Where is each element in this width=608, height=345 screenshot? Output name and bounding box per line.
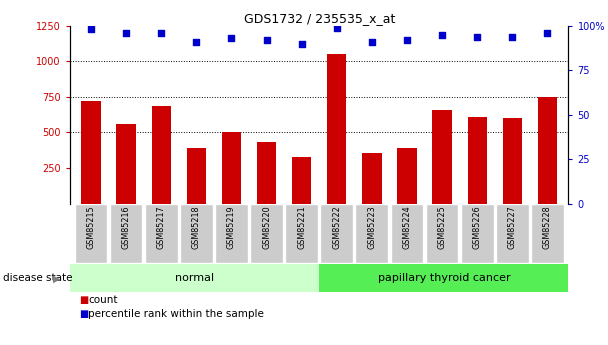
Text: GSM85215: GSM85215 (86, 205, 95, 249)
Text: GSM85227: GSM85227 (508, 205, 517, 249)
Text: GSM85216: GSM85216 (122, 205, 131, 249)
Point (156, 30, 166, 36)
Text: GSM85219: GSM85219 (227, 205, 236, 249)
Point (227, 36, 237, 41)
FancyBboxPatch shape (109, 204, 142, 263)
Bar (117, 124, 136, 204)
Bar (503, 118, 522, 204)
Point (367, 39, 377, 45)
Bar (151, 106, 171, 204)
Text: count: count (88, 295, 118, 305)
Text: GSM85218: GSM85218 (192, 205, 201, 249)
Bar (292, 157, 311, 204)
Text: normal: normal (175, 273, 214, 283)
FancyBboxPatch shape (75, 204, 108, 263)
Bar (362, 153, 382, 204)
Point (542, 30, 552, 36)
Point (402, 37, 412, 43)
FancyBboxPatch shape (461, 204, 494, 263)
Text: GSM85222: GSM85222 (332, 205, 341, 249)
FancyBboxPatch shape (145, 204, 178, 263)
Bar (257, 142, 276, 204)
FancyBboxPatch shape (531, 204, 564, 263)
Text: GSM85228: GSM85228 (543, 205, 552, 249)
Text: GSM85221: GSM85221 (297, 205, 306, 249)
Bar (397, 148, 416, 204)
FancyBboxPatch shape (319, 264, 568, 292)
Point (192, 39, 201, 45)
Point (297, 41, 306, 47)
Text: GSM85225: GSM85225 (438, 205, 447, 249)
Bar (327, 54, 347, 204)
Title: GDS1732 / 235535_x_at: GDS1732 / 235535_x_at (244, 12, 395, 25)
Point (472, 34, 482, 39)
Text: papillary thyroid cancer: papillary thyroid cancer (378, 273, 510, 283)
Text: ■: ■ (79, 309, 88, 319)
Bar (222, 132, 241, 204)
Point (508, 34, 517, 39)
FancyBboxPatch shape (70, 264, 319, 292)
Text: GSM85217: GSM85217 (157, 205, 166, 249)
FancyBboxPatch shape (496, 204, 529, 263)
Point (86, 27, 96, 32)
Text: percentile rank within the sample: percentile rank within the sample (88, 309, 264, 319)
Point (437, 32, 447, 38)
Text: ▶: ▶ (54, 274, 61, 283)
Text: GSM85220: GSM85220 (262, 205, 271, 249)
Text: GSM85223: GSM85223 (367, 205, 376, 249)
Point (261, 37, 271, 43)
Text: ■: ■ (79, 295, 88, 305)
Text: disease state: disease state (3, 274, 72, 283)
Point (332, 25, 342, 30)
FancyBboxPatch shape (250, 204, 283, 263)
FancyBboxPatch shape (180, 204, 213, 263)
FancyBboxPatch shape (215, 204, 248, 263)
FancyBboxPatch shape (390, 204, 423, 263)
FancyBboxPatch shape (426, 204, 458, 263)
Text: GSM85226: GSM85226 (472, 205, 482, 249)
Bar (432, 110, 452, 204)
Bar (537, 97, 557, 204)
Bar (468, 117, 487, 204)
FancyBboxPatch shape (285, 204, 318, 263)
Bar (81, 101, 101, 204)
FancyBboxPatch shape (356, 204, 389, 263)
Point (121, 30, 131, 36)
Text: GSM85224: GSM85224 (402, 205, 412, 249)
Bar (187, 148, 206, 204)
FancyBboxPatch shape (320, 204, 353, 263)
